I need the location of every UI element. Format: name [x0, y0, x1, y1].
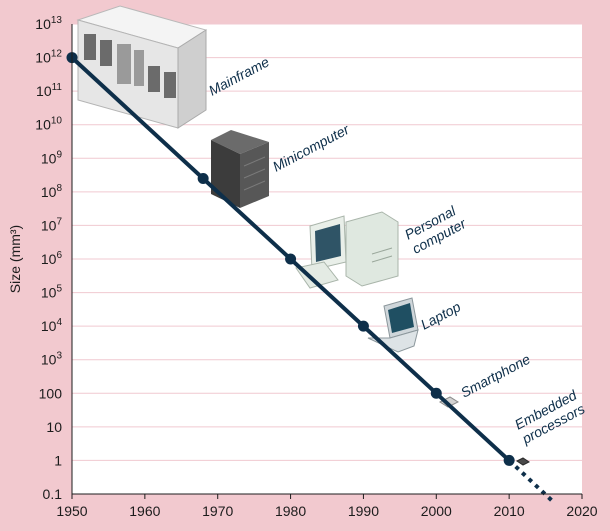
x-tick-label: 1980 — [275, 503, 306, 519]
mainframe-icon — [76, 5, 208, 129]
y-tick-label: 0.1 — [43, 486, 63, 502]
y-axis-ticks: 1013101210111010109108107106105104103100… — [35, 15, 62, 502]
y-tick-label: 103 — [41, 351, 63, 368]
y-tick-label: 109 — [41, 149, 63, 166]
personal-computer-icon — [295, 211, 399, 289]
y-tick-label: 105 — [41, 284, 63, 301]
x-axis-ticks: 1950 1960 1970 1980 1990 2000 2010 2020 — [56, 24, 598, 519]
laptop-icon — [367, 297, 419, 353]
x-tick-label: 1950 — [56, 503, 87, 519]
x-tick-label: 1960 — [129, 503, 160, 519]
series — [66, 52, 555, 503]
data-point — [357, 320, 369, 332]
x-tick-label: 2000 — [421, 503, 452, 519]
minicomputer-icon — [211, 130, 269, 208]
x-tick-label: 1990 — [348, 503, 379, 519]
embedded-processor-icon — [516, 457, 530, 466]
projection-line — [507, 458, 555, 503]
y-tick-label: 1 — [54, 452, 62, 468]
data-point — [430, 387, 442, 399]
smartphone-icon — [438, 396, 460, 408]
y-tick-label: 106 — [41, 250, 63, 267]
y-tick-label: 1011 — [36, 82, 62, 99]
device-illustrations — [76, 5, 530, 466]
data-point — [503, 454, 515, 466]
y-tick-label: 107 — [41, 216, 63, 233]
x-tick-label: 1970 — [202, 503, 233, 519]
y-tick-label: 104 — [41, 317, 63, 334]
y-tick-label: 10 — [46, 419, 62, 435]
y-tick-label: 1012 — [35, 49, 62, 66]
y-tick-label: 1013 — [35, 15, 62, 32]
y-tick-label: 108 — [41, 183, 63, 200]
y-axis-title: Size (mm³) — [7, 225, 23, 293]
x-tick-label: 2020 — [566, 503, 597, 519]
y-tick-label: 1010 — [35, 116, 62, 133]
data-point — [197, 172, 209, 184]
data-point — [285, 253, 297, 265]
x-tick-label: 2010 — [494, 503, 525, 519]
trend-line — [70, 55, 512, 463]
y-tick-label: 100 — [39, 385, 63, 401]
